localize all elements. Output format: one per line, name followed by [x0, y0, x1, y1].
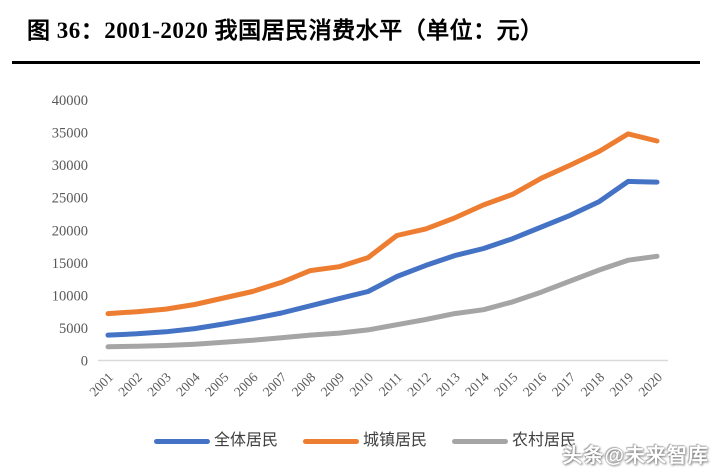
- legend-label-overall: 全体居民: [213, 432, 278, 449]
- legend-label-rural: 农村居民: [512, 432, 577, 449]
- x-axis-label: 2019: [607, 369, 637, 399]
- x-axis-label: 2002: [115, 370, 145, 400]
- y-axis-label: 5000: [59, 321, 88, 337]
- x-axis-label: 2001: [86, 370, 116, 400]
- y-axis-label: 35000: [52, 126, 88, 142]
- legend-item-urban: 城镇居民: [302, 432, 427, 449]
- legend-swatch-rural: [452, 438, 508, 444]
- x-axis-label: 2017: [549, 369, 579, 399]
- x-axis-label: 2010: [346, 369, 376, 399]
- title-underline-rule: [12, 61, 700, 64]
- y-axis-label: 0: [81, 354, 88, 370]
- x-axis-label: 2008: [289, 369, 319, 399]
- x-axis-label: 2015: [491, 369, 521, 399]
- y-axis-label: 25000: [52, 191, 88, 207]
- x-axis-label: 2012: [404, 370, 434, 400]
- series-line-overall: [105, 178, 660, 338]
- legend-item-rural: 农村居民: [452, 433, 576, 449]
- watermark: 头条@未来智库: [562, 445, 709, 467]
- y-axis-label: 30000: [52, 158, 88, 174]
- legend-swatch-urban: [302, 438, 359, 444]
- figure-title: 图 36：2001-2020 我国居民消费水平（单位：元）: [27, 18, 544, 43]
- x-axis-label: 2014: [462, 369, 492, 399]
- series-line-urban: [105, 131, 660, 317]
- y-axis-label: 40000: [52, 93, 88, 109]
- y-axis-label: 15000: [52, 256, 88, 272]
- x-axis-label: 2006: [231, 369, 261, 399]
- x-axis-label: 2013: [433, 369, 463, 399]
- legend-label-urban: 城镇居民: [362, 432, 427, 449]
- legend-item-overall: 全体居民: [153, 432, 278, 449]
- x-axis-label: 2005: [202, 369, 232, 399]
- x-axis-label: 2007: [260, 369, 290, 399]
- chart-legend: 全体居民 城镇居民 农村居民: [0, 430, 712, 452]
- series-line-rural: [105, 253, 660, 350]
- x-axis-label: 2003: [144, 369, 174, 399]
- x-axis-label: 2020: [635, 369, 665, 399]
- x-axis-label: 2011: [376, 370, 405, 399]
- legend-swatch-overall: [153, 438, 210, 444]
- y-axis-label: 20000: [52, 223, 88, 239]
- x-axis-label: 2004: [173, 369, 203, 399]
- x-axis-label: 2018: [578, 369, 608, 399]
- y-axis-label: 10000: [52, 288, 88, 304]
- x-axis-label: 2009: [318, 369, 348, 399]
- x-axis-label: 2016: [520, 369, 550, 399]
